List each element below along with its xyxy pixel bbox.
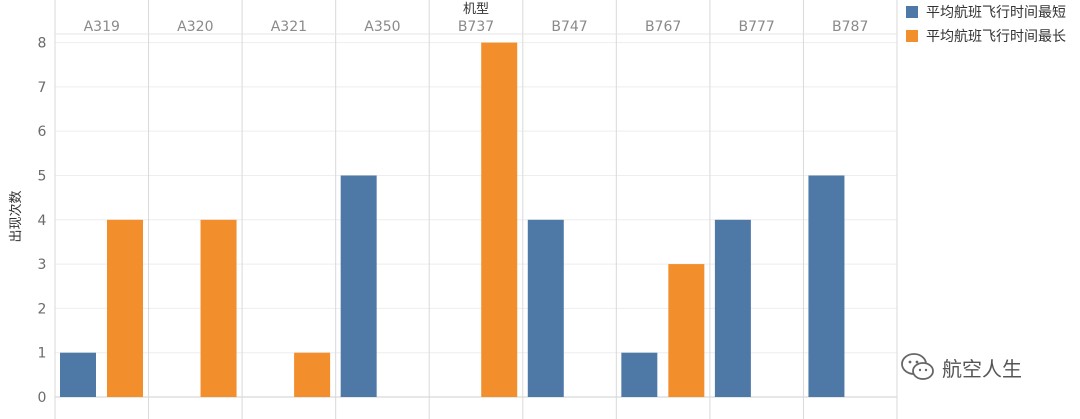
- y-tick-label-0: 0: [38, 390, 47, 406]
- category-label-a319: A319: [84, 19, 120, 35]
- y-tick-label-6: 6: [38, 124, 47, 140]
- bar-a321-longest[interactable]: [294, 352, 331, 397]
- y-tick-label-8: 8: [38, 36, 47, 52]
- category-label-b747: B747: [551, 19, 587, 35]
- legend-swatch-shortest: [906, 6, 918, 18]
- wechat-icon: [901, 353, 934, 380]
- bar-b777-shortest[interactable]: [714, 219, 751, 397]
- bar-b767-longest[interactable]: [668, 264, 705, 397]
- category-label-b767: B767: [645, 19, 681, 35]
- watermark: 航空人生: [900, 352, 1022, 382]
- y-tick-label-4: 4: [38, 213, 47, 229]
- axis-labels: 0 1 2 3 4 5 6 7 8 A319 A320 A321 A350 B737 B747 B767 B77…: [8, 2, 868, 406]
- legend-label-shortest: 平均航班飞行时间最短: [926, 5, 1066, 21]
- y-axis-title: 出现次数: [8, 190, 24, 242]
- bar-a319-longest[interactable]: [107, 219, 143, 397]
- y-tick-label-2: 2: [38, 301, 47, 317]
- category-label-b777: B777: [739, 19, 775, 35]
- legend-item-longest[interactable]: 平均航班飞行时间最长: [906, 24, 1066, 48]
- y-tick-label-3: 3: [38, 257, 47, 273]
- legend-label-longest: 平均航班飞行时间最长: [926, 29, 1066, 45]
- bar-b737-longest[interactable]: [481, 42, 518, 398]
- category-label-a350: A350: [364, 19, 400, 35]
- category-label-a321: A321: [271, 19, 307, 35]
- category-label-b737: B737: [458, 19, 494, 35]
- bar-b787-shortest[interactable]: [808, 175, 845, 397]
- legend-swatch-longest: [906, 30, 918, 42]
- category-label-a320: A320: [177, 19, 213, 35]
- y-tick-label-7: 7: [38, 80, 47, 96]
- category-label-b787: B787: [832, 19, 868, 35]
- bar-a350-shortest[interactable]: [340, 175, 377, 397]
- bar-b747-shortest[interactable]: [527, 219, 564, 397]
- y-tick-label-1: 1: [38, 346, 47, 362]
- legend-item-shortest[interactable]: 平均航班飞行时间最短: [906, 0, 1066, 24]
- bar-a320-longest[interactable]: [200, 219, 237, 397]
- bars: [60, 42, 845, 398]
- y-tick-label-5: 5: [38, 168, 47, 184]
- bar-a319-shortest[interactable]: [60, 352, 96, 397]
- gridlines: [54, 0, 898, 419]
- x-axis-title: 机型: [463, 2, 489, 17]
- legend: 平均航班飞行时间最短 平均航班飞行时间最长: [906, 0, 1066, 48]
- watermark-text: 航空人生: [942, 356, 1022, 381]
- bar-b767-shortest[interactable]: [621, 352, 658, 397]
